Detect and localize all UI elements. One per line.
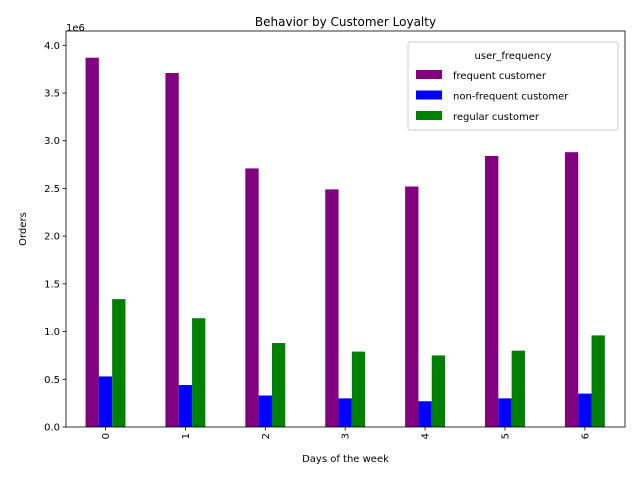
x-axis: 0 1 2 3 4 5 6	[101, 427, 591, 439]
bar-frequent-customer-2	[245, 168, 259, 427]
x-tick-label: 3	[341, 433, 352, 439]
x-tick-label: 4	[421, 433, 432, 439]
bar-frequent-customer-1	[165, 72, 179, 428]
bar-non-frequent-customer-0	[98, 376, 113, 427]
bar-regular-customer-2	[271, 343, 286, 427]
plot-frame	[65, 30, 626, 428]
bar-regular-customer-4	[431, 355, 446, 427]
bar-regular-customer-6	[591, 335, 605, 427]
y-tick-label: 3.0	[44, 136, 60, 147]
bar-frequent-customer-3	[325, 189, 339, 427]
legend-title: user_frequency	[475, 51, 552, 62]
y-tick-label: 3.5	[44, 89, 60, 100]
bar-non-frequent-customer-5	[498, 398, 512, 427]
bar-non-frequent-customer-4	[418, 401, 432, 427]
bars-group	[85, 57, 605, 428]
chart-title: Behavior by Customer Loyalty	[255, 15, 436, 29]
legend-frame	[407, 41, 619, 131]
y-offset-label: 1e6	[66, 23, 85, 34]
y-tick-label: 4.0	[44, 41, 60, 52]
bar-regular-customer-0	[112, 299, 126, 427]
bar-frequent-customer-6	[564, 152, 579, 427]
bar-frequent-customer-5	[485, 156, 499, 427]
y-tick-label: 0.5	[44, 375, 60, 386]
legend-swatch-regular-customer	[416, 111, 442, 120]
bar-regular-customer-1	[192, 318, 206, 427]
x-axis-title: Days of the week	[302, 454, 389, 465]
legend-swatch-frequent-customer	[416, 70, 442, 79]
y-tick-label: 1.0	[44, 327, 60, 338]
bar-non-frequent-customer-1	[178, 385, 193, 427]
bar-regular-customer-3	[351, 351, 366, 427]
y-axis: 0.0 0.5 1.0 1.5 2.0 2.5 3.0 3.5 4.0	[44, 41, 66, 434]
x-tick-label: 2	[261, 433, 272, 439]
bar-frequent-customer-0	[85, 57, 99, 427]
x-tick-label: 0	[101, 433, 112, 439]
y-axis-title: Orders	[18, 212, 29, 246]
bar-frequent-customer-4	[405, 186, 419, 427]
y-tick-label: 2.5	[44, 184, 60, 195]
x-tick-label: 1	[181, 433, 192, 439]
legend-label-frequent-customer: frequent customer	[453, 71, 547, 82]
x-tick-label: 6	[580, 433, 591, 439]
legend-label-regular-customer: regular customer	[453, 112, 540, 123]
legend: user_frequency frequent customer non-freq…	[407, 41, 619, 131]
y-tick-label: 1.5	[44, 279, 60, 290]
legend-swatch-non-frequent-customer	[416, 90, 442, 100]
y-tick-label: 0.0	[44, 423, 60, 434]
bar-non-frequent-customer-2	[258, 395, 272, 427]
bar-regular-customer-5	[511, 350, 525, 427]
legend-label-non-frequent-customer: non-frequent customer	[453, 92, 569, 103]
bar-non-frequent-customer-6	[578, 393, 592, 427]
bar-non-frequent-customer-3	[338, 398, 352, 427]
y-tick-label: 2.0	[44, 232, 60, 243]
x-tick-label: 5	[501, 433, 512, 439]
